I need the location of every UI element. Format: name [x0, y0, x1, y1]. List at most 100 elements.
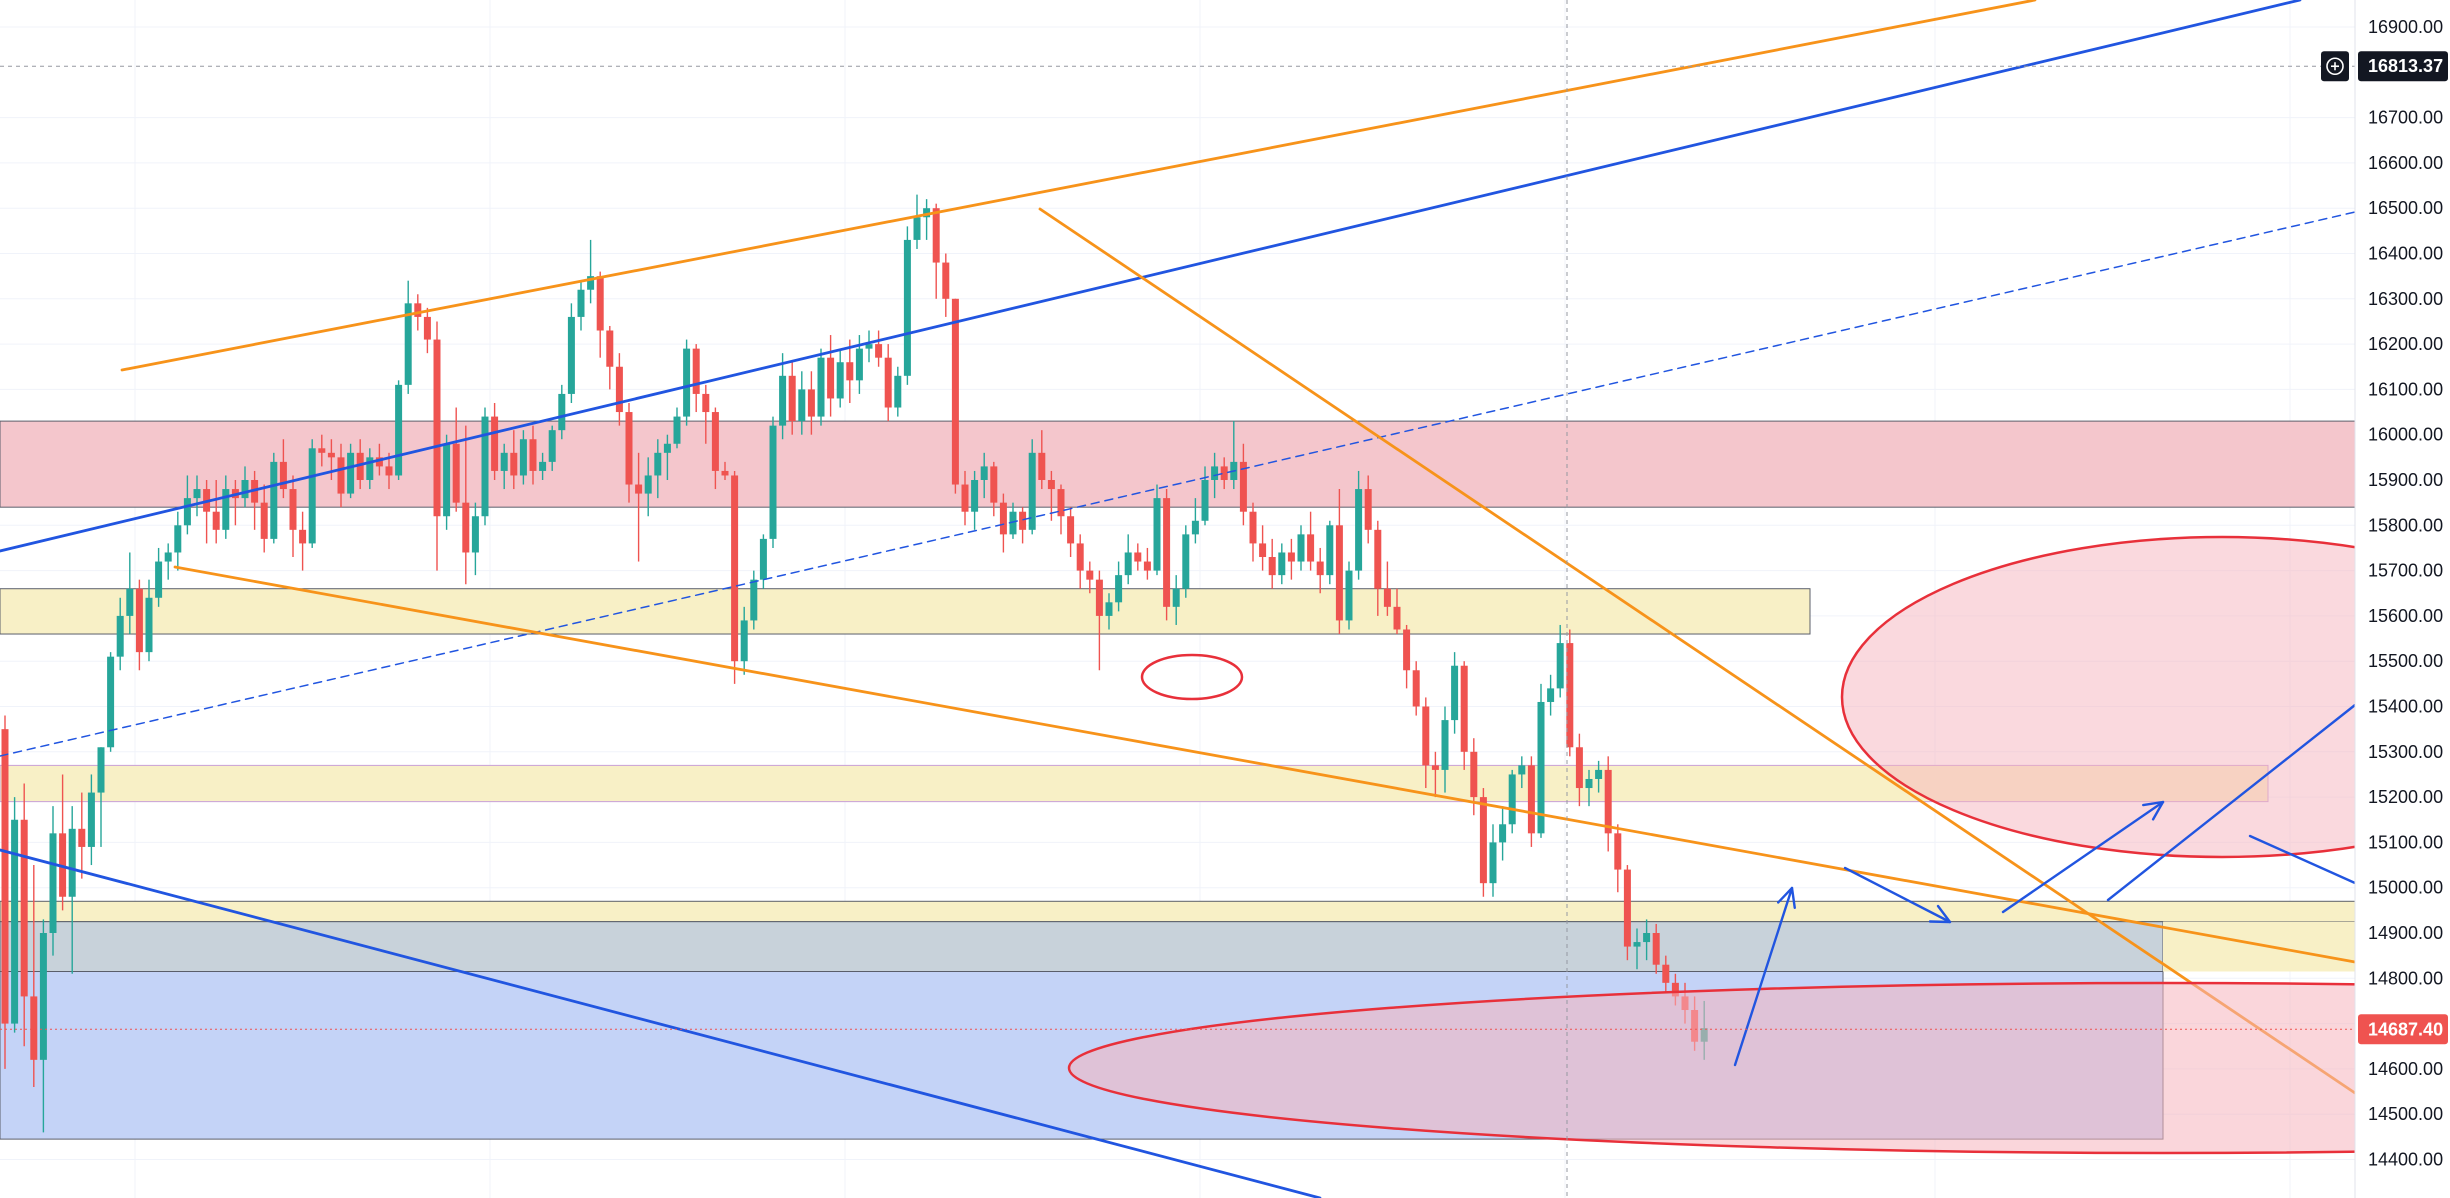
candle-body-123[interactable]: [1182, 534, 1190, 589]
candle-body-173[interactable]: [1662, 964, 1670, 983]
candle-28[interactable]: [270, 452, 278, 544]
candle-69[interactable]: [663, 434, 671, 480]
candle-101[interactable]: [971, 470, 979, 530]
candle-172[interactable]: [1652, 923, 1660, 974]
candle-body-101[interactable]: [971, 480, 979, 512]
candle-29[interactable]: [279, 439, 287, 499]
candle-body-106[interactable]: [1019, 511, 1027, 530]
candle-151[interactable]: [1451, 652, 1459, 734]
candle-body-20[interactable]: [193, 489, 201, 499]
price-axis[interactable]: 14400.0014500.0014600.0014700.0014800.00…: [2368, 0, 2443, 1170]
candle-body-138[interactable]: [1326, 525, 1334, 576]
candle-47[interactable]: [452, 407, 460, 512]
candle-body-5[interactable]: [49, 833, 57, 933]
candle-64[interactable]: [615, 353, 623, 426]
candle-body-98[interactable]: [942, 262, 950, 299]
candle-body-131[interactable]: [1259, 543, 1267, 558]
candle-168[interactable]: [1614, 824, 1622, 893]
candle-body-94[interactable]: [903, 239, 911, 376]
candle-52[interactable]: [500, 443, 508, 490]
candle-9[interactable]: [87, 774, 95, 866]
candle-body-150[interactable]: [1441, 720, 1449, 770]
candle-body-19[interactable]: [183, 498, 191, 526]
candle-159[interactable]: [1527, 756, 1535, 847]
candle-body-43[interactable]: [414, 303, 422, 317]
candle-42[interactable]: [404, 280, 412, 394]
candle-108[interactable]: [1038, 430, 1046, 490]
candle-body-67[interactable]: [644, 475, 652, 494]
candle-body-32[interactable]: [308, 448, 316, 544]
candle-body-148[interactable]: [1422, 706, 1430, 766]
candle-85[interactable]: [817, 348, 825, 426]
candle-166[interactable]: [1595, 760, 1603, 793]
candle-140[interactable]: [1345, 561, 1353, 630]
candle-body-157[interactable]: [1508, 774, 1516, 825]
candle-body-18[interactable]: [174, 525, 182, 553]
candle-body-104[interactable]: [999, 502, 1007, 535]
candle-134[interactable]: [1287, 538, 1295, 580]
candle-body-143[interactable]: [1374, 529, 1382, 589]
candle-body-163[interactable]: [1566, 643, 1574, 748]
candle-57[interactable]: [548, 425, 556, 471]
candle-body-71[interactable]: [683, 348, 691, 417]
candle-132[interactable]: [1268, 538, 1276, 589]
candle-22[interactable]: [212, 480, 220, 544]
candle-body-2[interactable]: [20, 819, 28, 997]
candle-body-45[interactable]: [433, 339, 441, 517]
candle-86[interactable]: [827, 335, 835, 417]
candle-87[interactable]: [836, 348, 844, 408]
candle-body-84[interactable]: [807, 389, 815, 417]
candle-body-125[interactable]: [1201, 480, 1209, 521]
candle-25[interactable]: [241, 466, 249, 508]
candle-96[interactable]: [923, 199, 931, 240]
candle-171[interactable]: [1643, 919, 1651, 961]
candle-body-158[interactable]: [1518, 765, 1526, 775]
candle-15[interactable]: [145, 579, 153, 662]
candle-17[interactable]: [164, 543, 172, 580]
candle-body-65[interactable]: [625, 412, 633, 485]
candle-70[interactable]: [673, 407, 681, 449]
candle-84[interactable]: [807, 371, 815, 435]
candle-body-29[interactable]: [279, 461, 287, 490]
candle-body-55[interactable]: [529, 439, 537, 471]
candle-148[interactable]: [1422, 697, 1430, 789]
candle-body-9[interactable]: [87, 792, 95, 847]
candle-120[interactable]: [1153, 484, 1161, 576]
candle-body-85[interactable]: [817, 357, 825, 417]
candle-67[interactable]: [644, 457, 652, 517]
candle-body-31[interactable]: [299, 529, 307, 544]
candle-body-34[interactable]: [327, 452, 335, 458]
candle-121[interactable]: [1163, 489, 1171, 621]
candle-body-6[interactable]: [59, 833, 67, 897]
candle-body-1[interactable]: [11, 819, 19, 1024]
candle-body-108[interactable]: [1038, 452, 1046, 480]
candle-body-8[interactable]: [78, 828, 86, 847]
candle-51[interactable]: [491, 402, 499, 480]
candle-116[interactable]: [1115, 561, 1123, 612]
candle-body-87[interactable]: [836, 362, 844, 399]
candle-body-161[interactable]: [1547, 688, 1555, 702]
candle-141[interactable]: [1355, 470, 1363, 580]
candle-body-124[interactable]: [1191, 520, 1199, 535]
candle-body-133[interactable]: [1278, 552, 1286, 576]
candle-142[interactable]: [1364, 475, 1372, 544]
candle-body-160[interactable]: [1537, 701, 1545, 834]
candle-66[interactable]: [635, 452, 643, 562]
candle-body-96[interactable]: [923, 208, 931, 218]
candle-97[interactable]: [932, 203, 940, 299]
candle-71[interactable]: [683, 339, 691, 426]
candle-110[interactable]: [1057, 484, 1065, 535]
candle-33[interactable]: [318, 434, 326, 467]
candle-62[interactable]: [596, 271, 604, 358]
candles[interactable]: [1, 194, 1708, 1133]
candle-body-97[interactable]: [932, 208, 940, 263]
candle-1[interactable]: [11, 797, 19, 1033]
candle-body-109[interactable]: [1047, 480, 1055, 490]
candle-7[interactable]: [68, 806, 76, 974]
candle-body-174[interactable]: [1671, 982, 1679, 997]
candle-body-4[interactable]: [39, 933, 47, 1060]
candle-body-69[interactable]: [663, 443, 671, 453]
candle-body-147[interactable]: [1412, 670, 1420, 707]
candle-body-41[interactable]: [395, 384, 403, 476]
